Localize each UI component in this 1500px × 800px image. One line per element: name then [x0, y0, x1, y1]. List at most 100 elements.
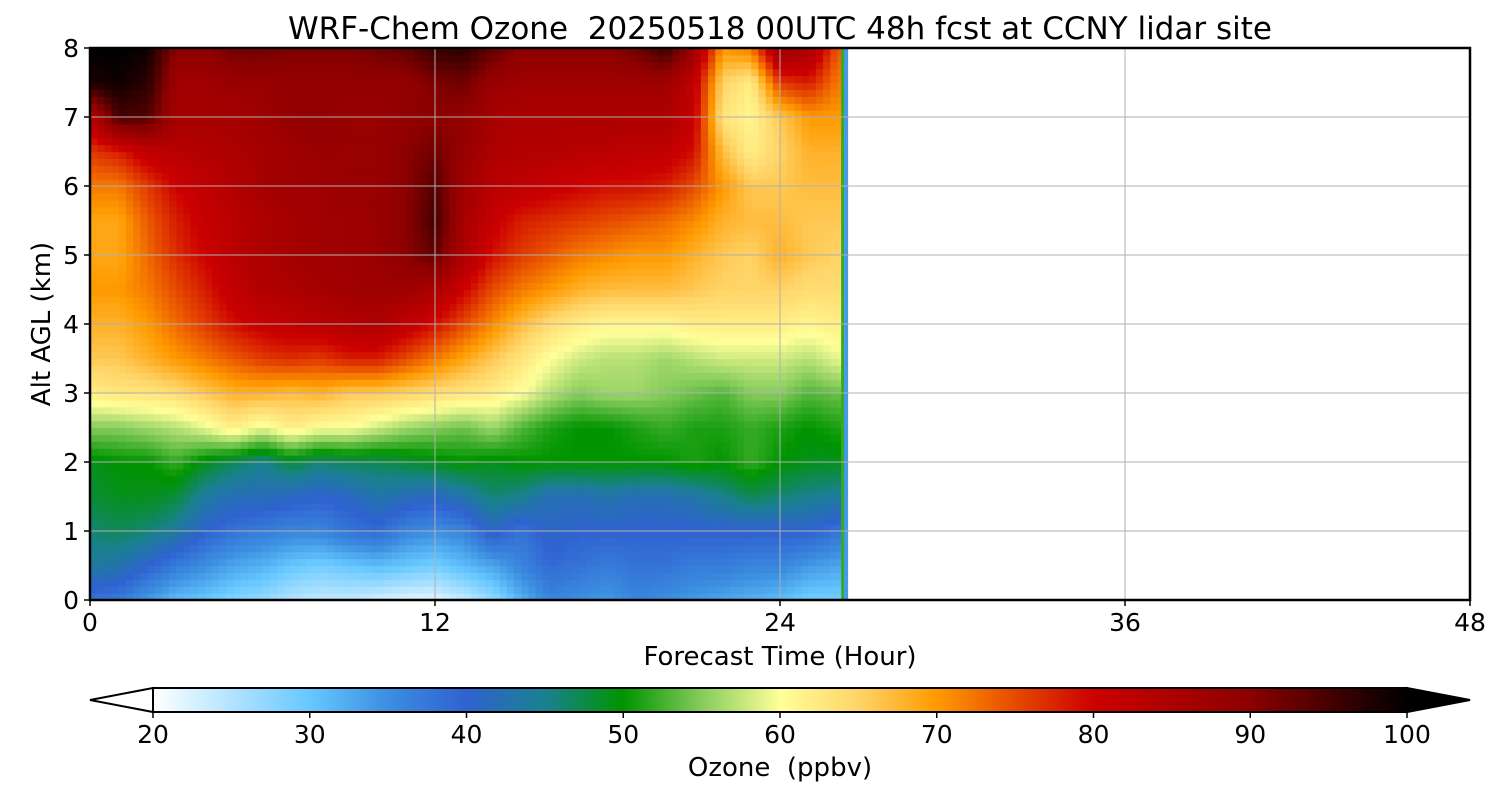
- ozone-cell: [327, 503, 335, 511]
- ozone-cell: [269, 379, 278, 387]
- ozone-cell: [140, 75, 149, 84]
- ozone-cell: [212, 248, 220, 256]
- ozone-cell: [492, 75, 501, 84]
- ozone-cell: [463, 103, 472, 111]
- ozone-cell: [284, 103, 292, 111]
- ozone-cell: [205, 296, 213, 304]
- ozone-cell: [104, 358, 113, 366]
- ozone-cell: [406, 475, 415, 484]
- ozone-cell: [456, 524, 465, 532]
- ozone-cell: [370, 296, 379, 304]
- ozone-cell: [226, 220, 235, 228]
- ozone-cell: [399, 268, 407, 277]
- ozone-cell: [140, 468, 149, 477]
- ozone-cell: [269, 420, 278, 429]
- ozone-cell: [212, 186, 220, 194]
- ozone-cell: [219, 48, 228, 56]
- ozone-cell: [255, 68, 264, 77]
- ozone-cell: [104, 489, 113, 498]
- ozone-cell: [190, 510, 199, 518]
- ozone-cell: [420, 434, 429, 442]
- ozone-cell: [399, 89, 407, 97]
- ozone-cell: [514, 572, 522, 580]
- ozone-cell: [514, 434, 522, 442]
- ozone-cell: [327, 303, 335, 311]
- ozone-cell: [176, 544, 185, 553]
- ozone-cell: [463, 544, 472, 553]
- ozone-cell: [140, 296, 149, 304]
- ozone-cell: [478, 551, 486, 560]
- ozone-cell: [341, 68, 350, 77]
- ozone-cell: [499, 61, 508, 70]
- ozone-cell: [125, 455, 134, 463]
- ozone-cell: [506, 54, 515, 63]
- ozone-cell: [506, 337, 515, 346]
- ozone-cell: [384, 579, 393, 587]
- ozone-cell: [456, 310, 465, 318]
- ozone-cell: [183, 130, 192, 139]
- ozone-cell: [327, 593, 335, 600]
- ozone-cell: [197, 413, 206, 422]
- ozone-cell: [298, 510, 307, 518]
- ozone-cell: [470, 399, 479, 408]
- ozone-cell: [176, 448, 185, 456]
- ozone-cell: [111, 261, 120, 270]
- ozone-cell: [133, 68, 141, 77]
- ozone-cell: [125, 475, 134, 484]
- ozone-cell: [413, 572, 422, 580]
- ozone-cell: [334, 96, 343, 104]
- ozone-cell: [435, 282, 443, 291]
- ozone-cell: [399, 482, 407, 491]
- ozone-cell: [118, 255, 127, 263]
- ozone-cell: [248, 110, 256, 118]
- ozone-cell: [133, 82, 141, 90]
- ozone-cell: [442, 427, 450, 435]
- ozone-cell: [284, 330, 292, 339]
- ozone-cell: [219, 337, 228, 346]
- ozone-cell: [514, 517, 522, 525]
- ozone-cell: [514, 303, 522, 311]
- ozone-cell: [355, 448, 364, 456]
- ozone-cell: [384, 496, 393, 504]
- ozone-cell: [514, 48, 522, 56]
- ozone-cell: [521, 503, 530, 511]
- ozone-cell: [449, 406, 458, 415]
- ozone-cell: [363, 475, 371, 484]
- ozone-cell: [478, 399, 486, 408]
- ozone-cell: [197, 96, 206, 104]
- ozone-cell: [262, 441, 271, 449]
- ozone-cell: [370, 48, 379, 56]
- ozone-cell: [427, 517, 436, 525]
- ozone-cell: [104, 586, 113, 594]
- ozone-cell: [427, 110, 436, 118]
- ozone-cell: [284, 234, 292, 242]
- ozone-cell: [161, 544, 170, 553]
- ozone-cell: [118, 151, 127, 159]
- ozone-cell: [161, 75, 170, 84]
- ozone-cell: [413, 117, 422, 125]
- ozone-cell: [506, 393, 515, 401]
- ozone-cell: [226, 593, 235, 600]
- ozone-cell: [528, 344, 537, 353]
- ozone-cell: [478, 123, 486, 132]
- ozone-cell: [176, 365, 185, 373]
- ozone-cell: [399, 54, 407, 63]
- ozone-cell: [485, 572, 494, 580]
- ozone-cell: [262, 172, 271, 180]
- ozone-cell: [161, 289, 170, 297]
- ozone-cell: [341, 399, 350, 408]
- ozone-cell: [427, 365, 436, 373]
- ozone-cell: [442, 496, 450, 504]
- ozone-cell: [183, 489, 192, 498]
- ozone-cell: [276, 413, 285, 422]
- ozone-cell: [219, 234, 228, 242]
- ozone-cell: [470, 241, 479, 249]
- ozone-cell: [427, 330, 436, 339]
- ozone-cell: [183, 172, 192, 180]
- ozone-cell: [499, 137, 508, 146]
- ozone-cell: [197, 586, 206, 594]
- ozone-cell: [499, 117, 508, 125]
- ozone-cell: [435, 337, 443, 346]
- ozone-cell: [111, 255, 120, 263]
- ozone-cell: [442, 103, 450, 111]
